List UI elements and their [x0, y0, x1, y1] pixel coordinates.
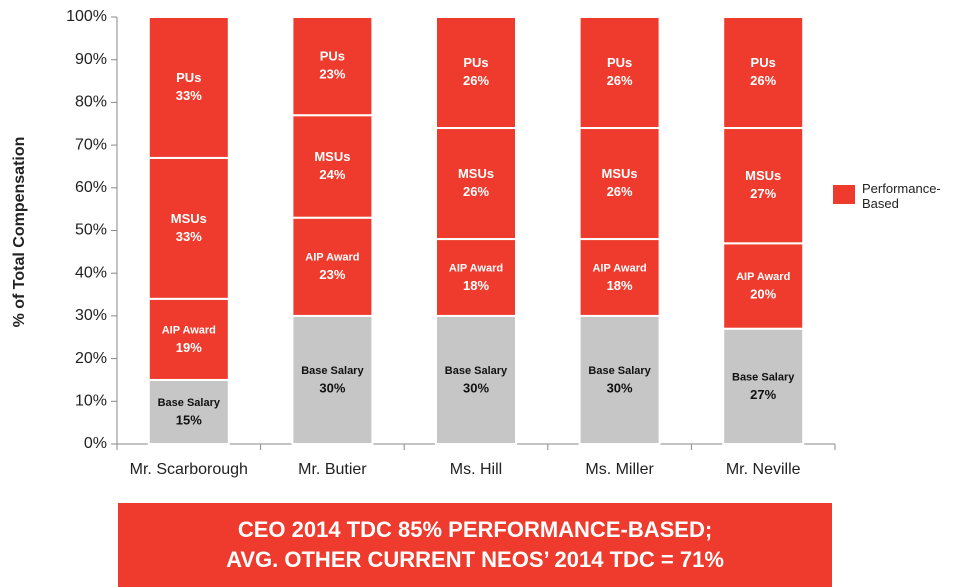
y-tick-label: 90% [75, 51, 107, 68]
segment-name: MSUs [458, 166, 494, 181]
x-tick-label: Mr. Butier [298, 461, 367, 478]
segment-name: AIP Award [736, 271, 790, 283]
segment-name: AIP Award [449, 262, 503, 274]
segment-name: MSUs [745, 168, 781, 183]
banner-line: CEO 2014 TDC 85% PERFORMANCE-BASED; [237, 517, 713, 542]
bar-segment [291, 314, 374, 445]
segment-name: AIP Award [592, 262, 646, 274]
bar-segment [578, 16, 661, 130]
segment-name: PUs [463, 55, 488, 70]
y-tick-label: 20% [75, 350, 107, 367]
bar-segment [578, 314, 661, 445]
segment-value-label: 23% [319, 267, 345, 282]
chart: % of Total Compensation 0% 10% 20% 30% 40% 50… [11, 8, 855, 478]
bar-segment [291, 16, 374, 117]
segment-value-label: 24% [319, 167, 345, 182]
segment-name: MSUs [171, 211, 207, 226]
y-tick-label: 80% [75, 94, 107, 111]
segment-name: Base Salary [158, 397, 221, 409]
segment-value-label: 27% [750, 186, 776, 201]
segment-value-label: 26% [463, 184, 489, 199]
segment-value-label: 33% [176, 229, 202, 244]
bar-segment [435, 16, 517, 130]
segment-value-label: 26% [750, 73, 776, 88]
y-tick-label: 50% [75, 222, 107, 239]
segment-value-label: 15% [176, 412, 202, 427]
segment-name: AIP Award [162, 324, 216, 336]
y-tick-label: 40% [75, 264, 107, 281]
x-tick-label: Mr. Neville [726, 461, 801, 478]
bar-segment [291, 114, 374, 219]
legend-label: Performance-Based [862, 181, 941, 211]
segment-name: AIP Award [305, 252, 359, 264]
bar-segment [722, 127, 805, 245]
segment-value-label: 18% [607, 278, 633, 293]
y-tick-label: 60% [75, 179, 107, 196]
segment-value-label: 19% [176, 340, 202, 355]
segment-name: PUs [607, 55, 632, 70]
segment-value-label: 20% [750, 286, 776, 301]
segment-value-label: 26% [607, 184, 633, 199]
bar-segment [147, 297, 230, 381]
bar-segment [722, 16, 805, 130]
segment-name: PUs [320, 49, 345, 64]
y-tick-label: 30% [75, 307, 107, 324]
segment-value-label: 30% [463, 380, 489, 395]
segment-value-label: 23% [319, 67, 345, 82]
x-tick-label: Ms. Hill [450, 461, 502, 478]
banner-line: AVG. OTHER CURRENT NEOS’ 2014 TDC = 71% [226, 547, 724, 572]
segment-name: Base Salary [732, 371, 795, 383]
bar-segment [435, 238, 517, 317]
segment-name: Base Salary [301, 365, 364, 377]
banner: CEO 2014 TDC 85% PERFORMANCE-BASED; AVG.… [118, 503, 832, 587]
bar-segment [722, 242, 805, 330]
y-tick-label: 0% [84, 435, 107, 452]
segment-value-label: 26% [607, 73, 633, 88]
bar-segment [147, 156, 230, 300]
segment-name: PUs [176, 70, 201, 85]
segment-name: MSUs [602, 166, 638, 181]
y-tick-label: 70% [75, 136, 107, 153]
segment-value-label: 26% [463, 73, 489, 88]
segment-name: MSUs [314, 149, 350, 164]
y-tick-label: 100% [66, 8, 107, 25]
y-tick-label: 10% [75, 393, 107, 410]
x-tick-label: Ms. Miller [585, 461, 654, 478]
segment-value-label: 30% [607, 380, 633, 395]
segment-name: Base Salary [588, 365, 651, 377]
bar-segment [435, 127, 517, 241]
segment-value-label: 27% [750, 387, 776, 402]
segment-value-label: 30% [319, 380, 345, 395]
bar-segment [147, 16, 230, 159]
legend-swatch [833, 185, 855, 204]
bar-segment [722, 327, 805, 445]
segment-name: PUs [751, 55, 776, 70]
x-tick-label: Mr. Scarborough [130, 461, 248, 478]
segment-name: Base Salary [445, 365, 508, 377]
y-axis-label: % of Total Compensation [11, 137, 28, 328]
segment-value-label: 33% [176, 88, 202, 103]
segment-value-label: 18% [463, 278, 489, 293]
